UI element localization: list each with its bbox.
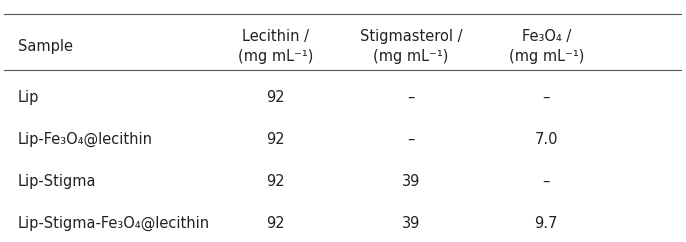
Text: 39: 39 <box>401 216 420 231</box>
Text: –: – <box>407 132 414 147</box>
Text: 92: 92 <box>266 90 285 105</box>
Text: –: – <box>543 174 550 189</box>
Text: Lecithin /
(mg mL⁻¹): Lecithin / (mg mL⁻¹) <box>237 29 313 64</box>
Text: Lip-Stigma-Fe₃O₄@lecithin: Lip-Stigma-Fe₃O₄@lecithin <box>18 216 210 231</box>
Text: 92: 92 <box>266 216 285 231</box>
Text: 9.7: 9.7 <box>534 216 558 231</box>
Text: Lip-Stigma: Lip-Stigma <box>18 174 96 189</box>
Text: 92: 92 <box>266 132 285 147</box>
Text: Lip-Fe₃O₄@lecithin: Lip-Fe₃O₄@lecithin <box>18 132 153 147</box>
Text: Fe₃O₄ /
(mg mL⁻¹): Fe₃O₄ / (mg mL⁻¹) <box>508 29 584 64</box>
Text: –: – <box>407 90 414 105</box>
Text: 39: 39 <box>401 174 420 189</box>
Text: Lip: Lip <box>18 90 39 105</box>
Text: –: – <box>543 90 550 105</box>
Text: 7.0: 7.0 <box>534 132 558 147</box>
Text: 92: 92 <box>266 174 285 189</box>
Text: Sample: Sample <box>18 39 73 54</box>
Text: Stigmasterol /
(mg mL⁻¹): Stigmasterol / (mg mL⁻¹) <box>359 29 462 64</box>
